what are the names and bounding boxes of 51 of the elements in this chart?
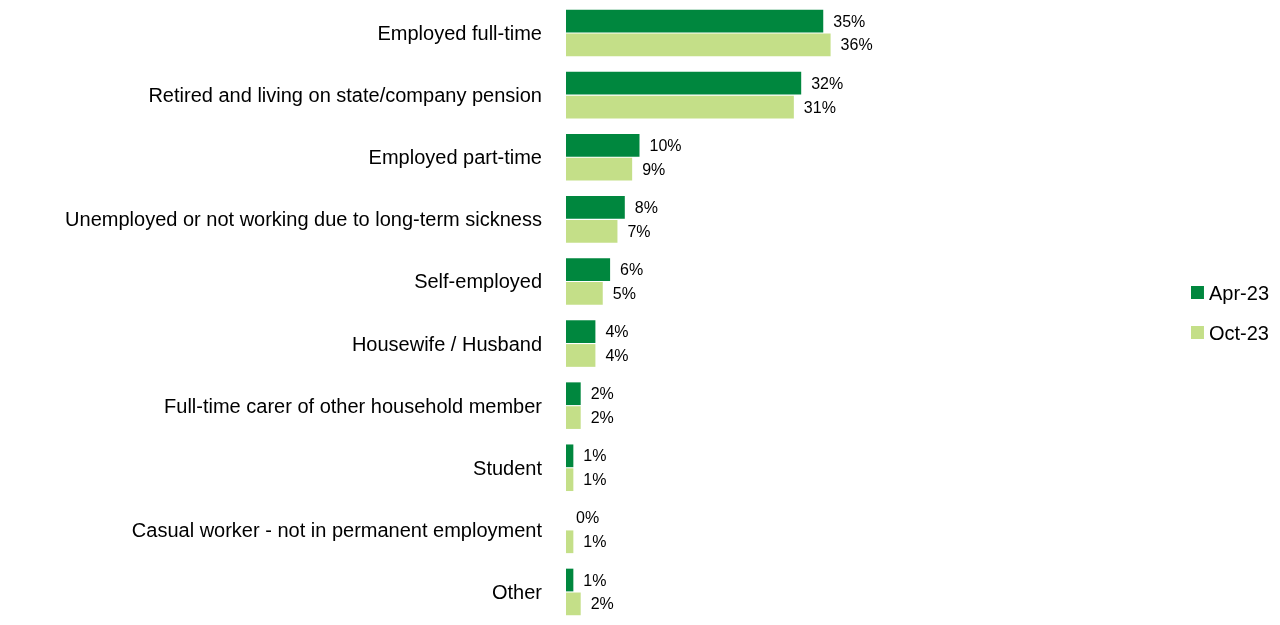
bar bbox=[566, 196, 625, 219]
bar bbox=[566, 157, 633, 181]
data-label: 8% bbox=[634, 198, 658, 216]
bar bbox=[566, 382, 581, 406]
data-label: 2% bbox=[590, 385, 614, 403]
bar bbox=[566, 406, 581, 429]
data-label: 4% bbox=[605, 323, 629, 341]
bar bbox=[566, 71, 802, 95]
data-label: 0% bbox=[576, 509, 600, 527]
y-tick-label: Casual worker - not in permanent employment bbox=[131, 518, 543, 541]
data-label: 9% bbox=[642, 160, 666, 178]
data-label: 31% bbox=[803, 98, 836, 116]
y-tick-label: Retired and living on state/company pension bbox=[148, 84, 542, 107]
bar bbox=[566, 592, 581, 616]
data-label: 4% bbox=[605, 346, 629, 364]
bar bbox=[566, 468, 574, 492]
bar bbox=[566, 320, 596, 343]
y-tick-label: Employed part-time bbox=[368, 146, 542, 169]
data-label: 6% bbox=[620, 261, 644, 279]
data-label: 35% bbox=[833, 12, 866, 30]
legend-label: Oct-23 bbox=[1208, 321, 1269, 344]
data-label: 32% bbox=[811, 74, 844, 92]
y-tick-label: Employed full-time bbox=[377, 22, 542, 45]
y-tick-label: Self-employed bbox=[414, 270, 542, 293]
bar bbox=[566, 258, 611, 281]
data-label: 36% bbox=[840, 36, 873, 54]
legend-label: Apr-23 bbox=[1208, 281, 1269, 304]
data-label: 7% bbox=[627, 222, 651, 240]
bar bbox=[566, 95, 794, 119]
data-label: 2% bbox=[590, 409, 614, 427]
y-tick-label: Student bbox=[473, 456, 543, 479]
data-label: 10% bbox=[649, 136, 682, 154]
data-label: 2% bbox=[590, 595, 614, 613]
y-tick-label: Other bbox=[491, 580, 543, 603]
y-tick-label: Housewife / Husband bbox=[351, 332, 542, 355]
data-label: 1% bbox=[583, 571, 607, 589]
bar bbox=[566, 444, 574, 468]
data-label: 5% bbox=[612, 284, 636, 302]
bar bbox=[566, 219, 618, 243]
bar bbox=[566, 568, 574, 592]
bar bbox=[566, 530, 574, 554]
data-label: 1% bbox=[583, 533, 607, 551]
data-label: 1% bbox=[583, 471, 607, 489]
bar bbox=[566, 344, 596, 367]
bar bbox=[566, 33, 831, 57]
bar bbox=[566, 9, 824, 33]
data-label: 1% bbox=[583, 447, 607, 465]
y-tick-label: Full-time carer of other household member bbox=[164, 394, 543, 417]
bar bbox=[566, 133, 640, 157]
y-tick-label: Unemployed or not working due to long-term sickness bbox=[65, 208, 542, 231]
bar bbox=[566, 282, 603, 305]
